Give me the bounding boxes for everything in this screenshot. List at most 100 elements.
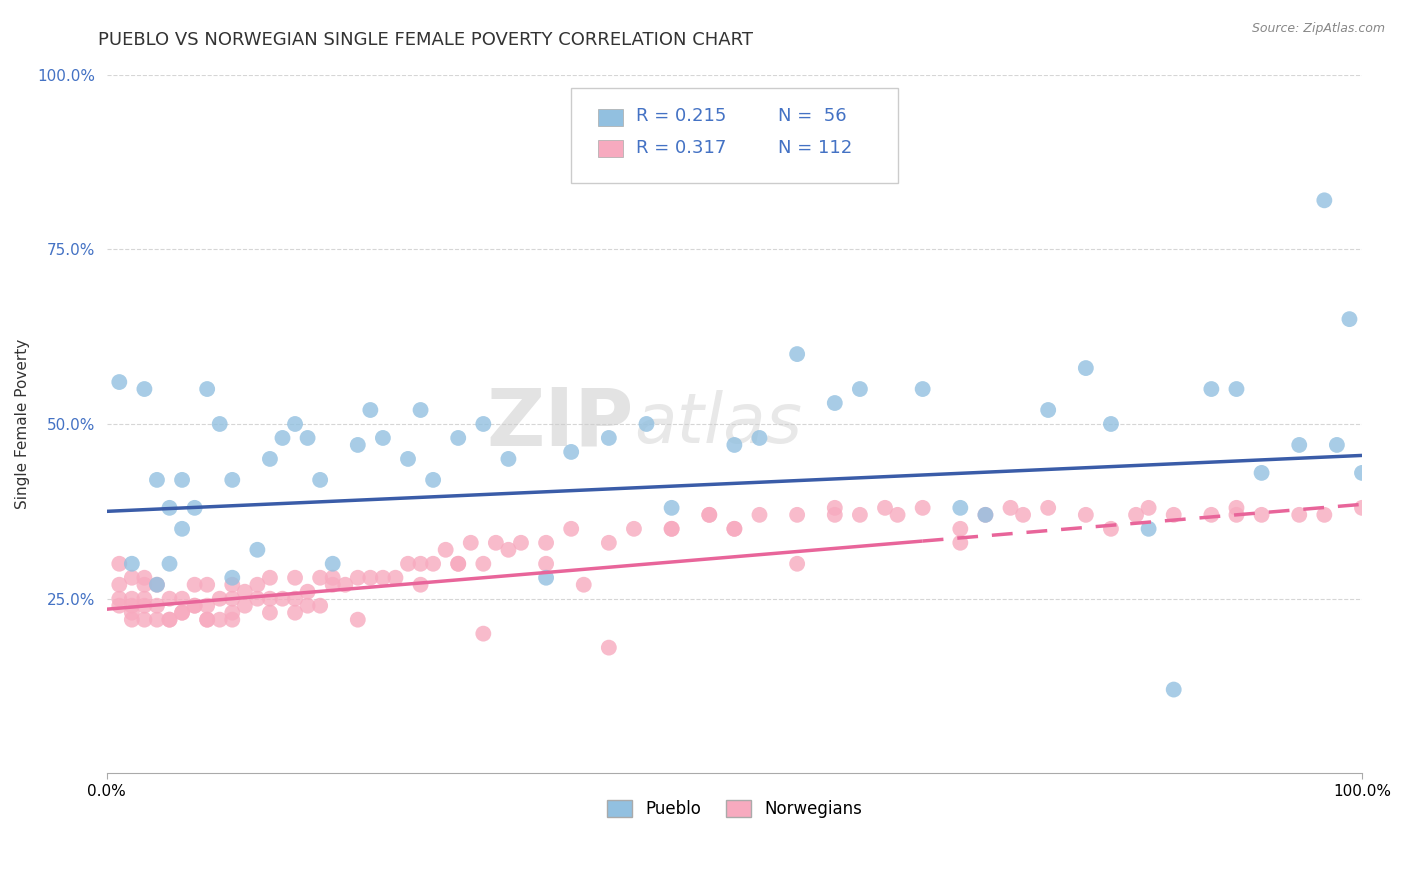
Point [170, 473, 193, 487]
Point [259, 571, 281, 585]
Point [346, 613, 368, 627]
Point [322, 578, 344, 592]
Point [183, 599, 205, 613]
Point [723, 522, 745, 536]
Point [1225, 500, 1247, 515]
Point [974, 508, 997, 522]
Point [359, 571, 381, 585]
Point [108, 578, 131, 592]
Point [322, 557, 344, 571]
Point [134, 578, 156, 592]
Point [259, 606, 281, 620]
Point [886, 508, 908, 522]
Point [121, 599, 143, 613]
Point [1099, 522, 1122, 536]
Point [146, 473, 169, 487]
Point [284, 571, 307, 585]
Point [183, 578, 205, 592]
Point [1313, 194, 1336, 208]
Point [560, 522, 582, 536]
Point [134, 571, 156, 585]
Point [422, 473, 444, 487]
Point [221, 578, 243, 592]
Point [623, 522, 645, 536]
Point [1137, 500, 1160, 515]
Point [396, 451, 419, 466]
Point [1288, 438, 1310, 452]
Point [697, 508, 720, 522]
Text: ZIP: ZIP [486, 385, 634, 463]
Point [159, 613, 181, 627]
Point [297, 599, 319, 613]
Point [534, 557, 557, 571]
Point [396, 557, 419, 571]
Text: N = 112: N = 112 [779, 139, 852, 157]
Point [534, 536, 557, 550]
Point [309, 599, 332, 613]
Point [146, 599, 169, 613]
Point [974, 508, 997, 522]
Point [284, 417, 307, 431]
Point [259, 591, 281, 606]
Point [246, 542, 269, 557]
Point [661, 522, 683, 536]
Point [560, 445, 582, 459]
Point [159, 613, 181, 627]
Point [1000, 500, 1022, 515]
Point [824, 508, 846, 522]
Point [1137, 522, 1160, 536]
Point [233, 584, 256, 599]
Point [170, 606, 193, 620]
Point [195, 613, 218, 627]
Point [949, 536, 972, 550]
Point [309, 571, 332, 585]
Point [170, 606, 193, 620]
Point [1163, 682, 1185, 697]
Point [108, 557, 131, 571]
Point [159, 557, 181, 571]
Point [1288, 508, 1310, 522]
Point [949, 522, 972, 536]
Point [183, 599, 205, 613]
Point [246, 591, 269, 606]
Point [697, 508, 720, 522]
Point [1099, 417, 1122, 431]
Point [661, 500, 683, 515]
Point [949, 500, 972, 515]
Point [208, 417, 231, 431]
Point [598, 536, 620, 550]
Point [447, 431, 470, 445]
Y-axis label: Single Female Poverty: Single Female Poverty [15, 339, 30, 509]
Point [1225, 508, 1247, 522]
Point [661, 522, 683, 536]
Point [384, 571, 406, 585]
Text: atlas: atlas [634, 391, 801, 458]
Point [108, 599, 131, 613]
Point [748, 431, 770, 445]
Point [723, 438, 745, 452]
Point [195, 578, 218, 592]
Point [284, 606, 307, 620]
Point [259, 451, 281, 466]
Point [849, 382, 872, 396]
Text: Source: ZipAtlas.com: Source: ZipAtlas.com [1251, 22, 1385, 36]
Point [1074, 361, 1097, 376]
Point [108, 375, 131, 389]
Point [297, 431, 319, 445]
Point [1163, 508, 1185, 522]
Point [146, 613, 169, 627]
Text: N =  56: N = 56 [779, 107, 846, 126]
Point [271, 431, 294, 445]
Point [409, 403, 432, 417]
Point [170, 522, 193, 536]
Point [121, 557, 143, 571]
Point [572, 578, 595, 592]
Point [1250, 508, 1272, 522]
Point [824, 396, 846, 410]
Point [1201, 508, 1223, 522]
Point [534, 571, 557, 585]
Point [183, 500, 205, 515]
Point [1339, 312, 1361, 326]
Point [1038, 500, 1060, 515]
Point [121, 571, 143, 585]
